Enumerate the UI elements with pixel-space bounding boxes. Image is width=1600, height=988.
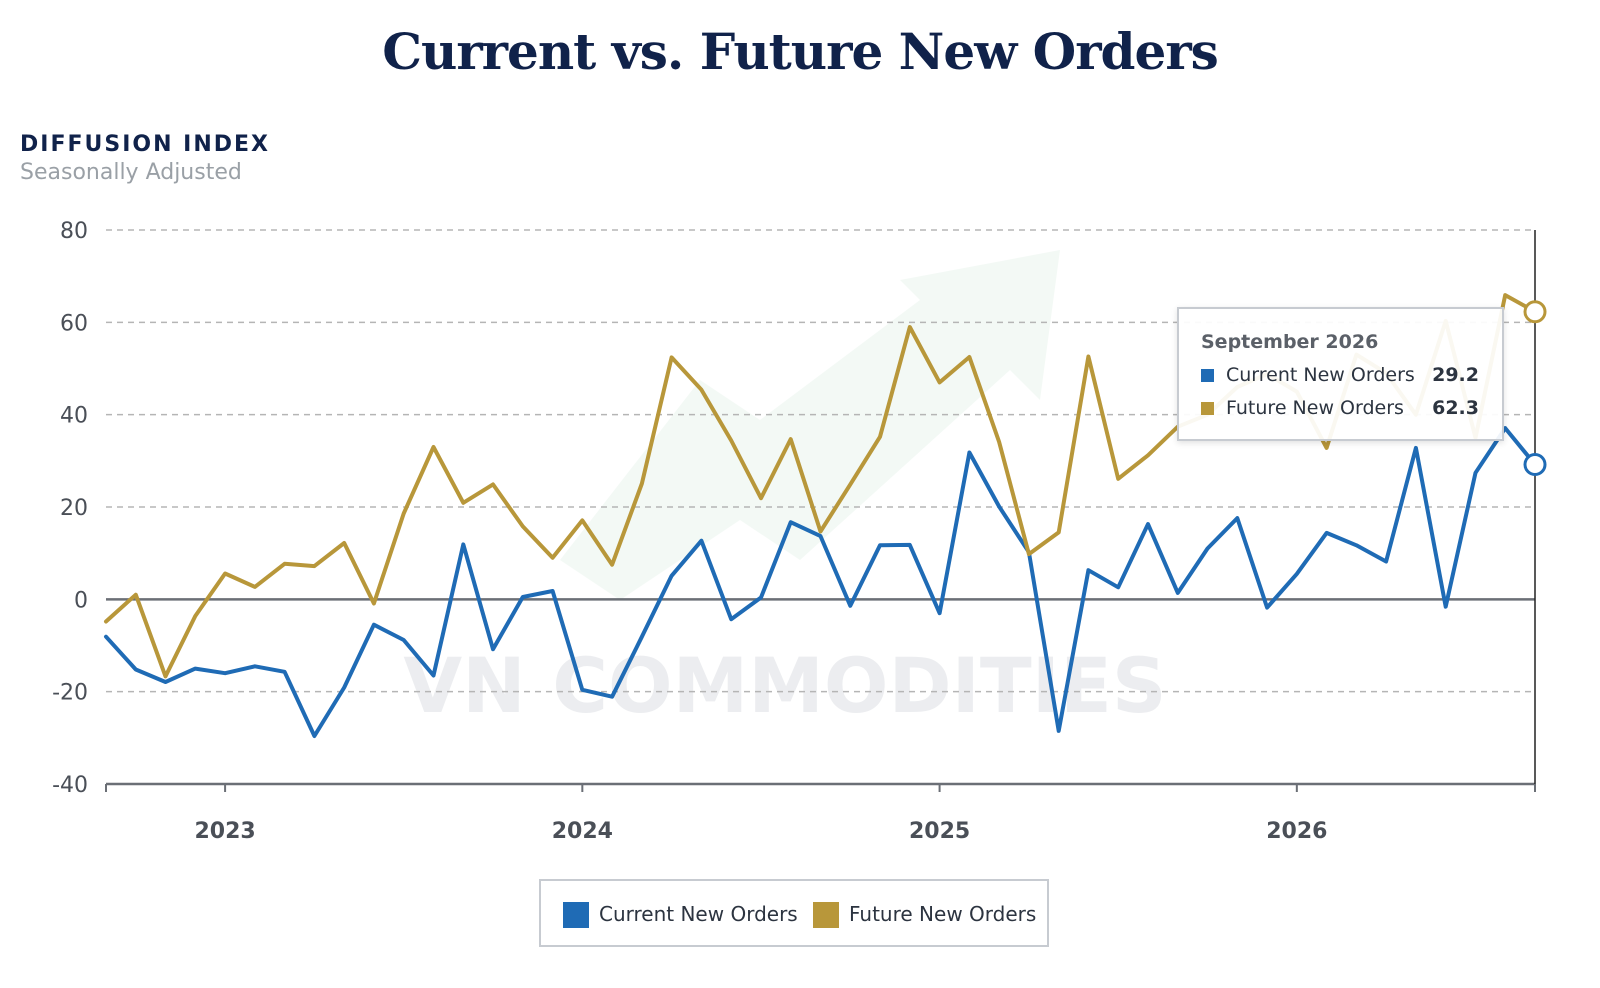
tooltip-value-current: 29.2 [1432,364,1479,386]
legend-label-future: Future New Orders [849,902,1037,926]
x-tick-label: 2024 [552,819,613,844]
tooltip-swatch-future [1201,402,1214,415]
x-tick-label: 2023 [194,819,255,844]
legend-label-current: Current New Orders [599,902,798,926]
tooltip-label-future: Future New Orders [1226,397,1404,419]
legend-swatch-current [563,902,589,928]
y-axis-title: DIFFUSION INDEX [20,132,271,157]
y-tick-label: 40 [60,404,88,429]
tooltip-value-future: 62.3 [1432,397,1479,419]
watermark-text: VN COMMODITIES [403,641,1166,730]
y-tick-label: 80 [60,219,88,244]
chart-title: Current vs. Future New Orders [382,22,1219,81]
y-tick-label: 0 [74,588,88,613]
watermark-arrow-icon [560,250,1060,600]
y-tick-label: -40 [52,773,88,798]
x-tick-label: 2026 [1266,819,1327,844]
legend-item-current[interactable]: Current New Orders [563,902,798,928]
tooltip-label-current: Current New Orders [1226,364,1415,386]
tooltip-row-future: Future New Orders 62.3 [1201,397,1491,419]
legend-item-future[interactable]: Future New Orders [813,902,1036,928]
watermark: VN COMMODITIES [403,250,1167,730]
y-axis-subtitle: Seasonally Adjusted [20,160,242,185]
hover-point-future [1523,300,1547,324]
tooltip-row-current: Current New Orders 29.2 [1201,364,1491,386]
series-line-current[interactable] [104,426,1537,738]
x-axis: 2023 2024 2025 2026 [105,230,1536,844]
hover-point-current [1523,453,1547,477]
legend-swatch-future [813,902,839,928]
tooltip-swatch-current [1201,369,1214,382]
x-tick-label: 2025 [909,819,970,844]
legend: Current New Orders Future New Orders [539,879,1049,947]
tooltip-date: September 2026 [1201,331,1379,353]
tooltip: September 2026 Current New Orders 29.2 Fu… [1177,307,1504,441]
y-tick-label: 60 [60,311,88,336]
y-axis-ticks: -40 -20 0 20 40 60 80 [52,219,88,798]
y-tick-label: 20 [60,496,88,521]
y-tick-label: -20 [52,681,88,706]
hover-indicator [1523,300,1547,477]
